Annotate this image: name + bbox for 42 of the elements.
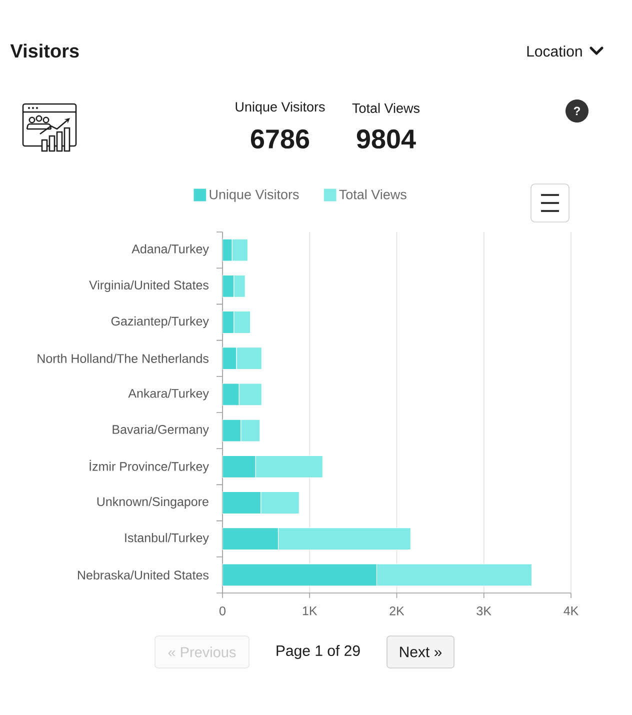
bar — [222, 275, 234, 298]
bar — [236, 347, 262, 370]
bar — [222, 564, 378, 586]
bar — [238, 383, 262, 406]
y-tick-label: North Holland/The Netherlands — [38, 354, 208, 363]
x-tick-label: 2K — [390, 606, 404, 616]
text: Page 1 of 29 — [276, 645, 360, 659]
bar — [222, 419, 242, 442]
bar — [234, 310, 251, 334]
bar — [222, 347, 236, 370]
x-tick-label: 3K — [476, 606, 492, 616]
x-tick-label: 4K — [564, 606, 579, 616]
y-tick-label: Adana/Turkey — [132, 244, 209, 256]
bar — [222, 455, 256, 478]
bar — [222, 239, 232, 262]
bar — [222, 528, 279, 550]
legend-label: Unique Visitors — [210, 189, 299, 202]
x-tick-label: 0 — [220, 606, 226, 616]
y-tick-label: Unknown/Singapore — [97, 496, 208, 509]
y-tick-label: İzmir Province/Turkey — [90, 460, 209, 474]
y-tick-label: Nebraska/United States — [78, 570, 208, 580]
x-tick-label: 1K — [302, 606, 318, 616]
text: Total Views — [352, 103, 420, 113]
bar — [222, 311, 234, 334]
y-tick-label: Gaziantep/Turkey — [111, 316, 209, 328]
bar — [240, 419, 260, 442]
y-tick-label: Virginia/United States — [89, 280, 208, 292]
y-tick-label: Bavaria/Germany — [112, 424, 209, 436]
text: 6786 — [250, 129, 310, 149]
bar — [260, 491, 300, 514]
bar — [255, 455, 323, 478]
text: Visitors — [10, 44, 79, 58]
text: ? — [574, 106, 580, 116]
text: Next » — [400, 646, 442, 658]
y-tick-label: Istanbul/Turkey — [125, 533, 209, 545]
bar — [222, 491, 262, 514]
bar — [234, 274, 246, 298]
legend-label: Total Views — [339, 189, 406, 200]
text: Unique Visitors — [236, 102, 325, 114]
y-tick-label: Ankara/Turkey — [128, 388, 209, 400]
text: 9804 — [356, 129, 416, 149]
text: Location — [527, 46, 582, 57]
